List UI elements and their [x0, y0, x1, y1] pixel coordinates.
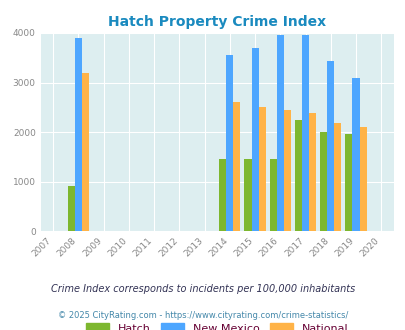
Text: Crime Index corresponds to incidents per 100,000 inhabitants: Crime Index corresponds to incidents per…: [51, 284, 354, 294]
Bar: [269, 159, 276, 231]
Bar: [333, 123, 341, 231]
Text: © 2025 CityRating.com - https://www.cityrating.com/crime-statistics/: © 2025 CityRating.com - https://www.city…: [58, 312, 347, 320]
Bar: [283, 110, 290, 231]
Bar: [233, 102, 240, 231]
Bar: [251, 48, 258, 231]
Bar: [345, 135, 352, 231]
Bar: [68, 186, 75, 231]
Bar: [219, 159, 226, 231]
Bar: [276, 36, 283, 231]
Bar: [75, 38, 82, 231]
Legend: Hatch, New Mexico, National: Hatch, New Mexico, National: [83, 320, 351, 330]
Bar: [320, 132, 326, 231]
Bar: [258, 107, 265, 231]
Bar: [82, 73, 89, 231]
Title: Hatch Property Crime Index: Hatch Property Crime Index: [108, 15, 326, 29]
Bar: [294, 120, 301, 231]
Bar: [226, 55, 233, 231]
Bar: [326, 61, 333, 231]
Bar: [308, 114, 315, 231]
Bar: [358, 127, 366, 231]
Bar: [301, 36, 308, 231]
Bar: [244, 159, 251, 231]
Bar: [352, 78, 358, 231]
